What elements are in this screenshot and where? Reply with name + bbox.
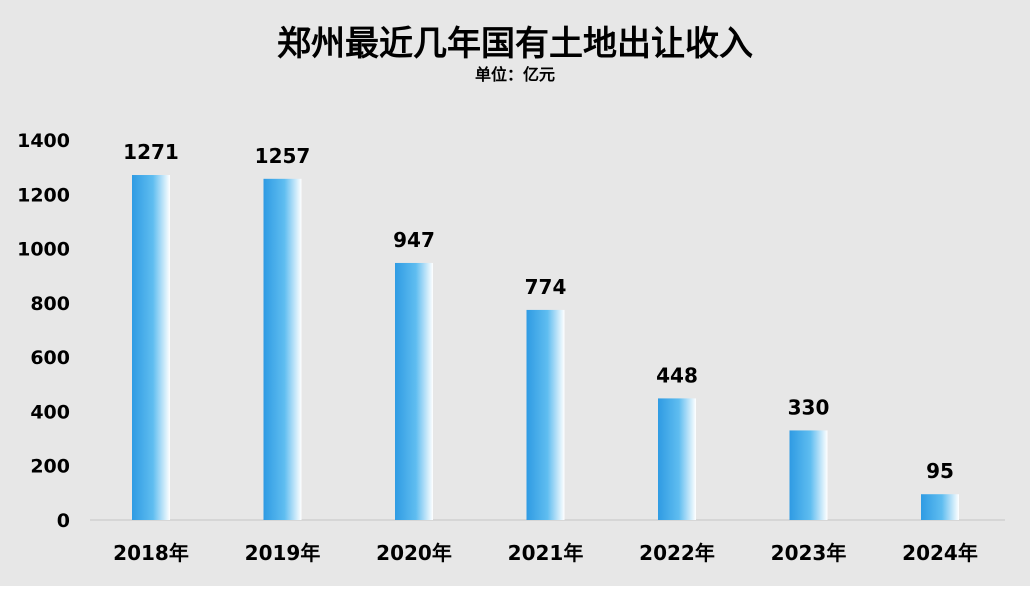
bar [132, 175, 170, 520]
y-tick-label: 1200 [17, 184, 70, 206]
bar-value-label: 947 [393, 228, 435, 252]
y-tick-label: 1000 [17, 239, 70, 261]
bar [789, 430, 828, 520]
y-tick-label: 600 [30, 347, 70, 369]
bar-value-label: 95 [926, 459, 954, 483]
bar-value-label: 1271 [123, 140, 179, 164]
bar-value-label: 1257 [255, 144, 311, 168]
bar [526, 309, 565, 520]
bar [263, 178, 302, 521]
y-tick-label: 200 [30, 456, 70, 478]
bar [921, 494, 959, 520]
x-axis-categories: 2018年 2019年 2020年 2021年 2022年 2023年 2024年 [113, 541, 978, 565]
bars [132, 175, 959, 521]
bar [658, 398, 696, 520]
data-labels: 1271 1257 947 774 448 330 95 [123, 140, 954, 483]
y-axis-ticks: 0 200 400 600 800 1000 1200 1400 [17, 130, 70, 532]
bar-value-label: 330 [788, 395, 830, 419]
y-tick-label: 400 [30, 401, 70, 423]
x-category-label: 2022年 [639, 541, 715, 565]
x-category-label: 2024年 [902, 541, 978, 565]
y-tick-label: 800 [30, 293, 70, 315]
x-category-label: 2018年 [113, 541, 189, 565]
chart-title: 郑州最近几年国有土地出让收入 [277, 24, 753, 64]
x-category-label: 2020年 [376, 541, 452, 565]
x-category-label: 2019年 [245, 541, 321, 565]
bar-value-label: 448 [656, 363, 698, 387]
x-category-label: 2021年 [508, 541, 584, 565]
y-tick-label: 1400 [17, 130, 70, 152]
x-category-label: 2023年 [771, 541, 847, 565]
bar-value-label: 774 [525, 275, 567, 299]
chart-subtitle: 单位：亿元 [475, 65, 555, 84]
y-tick-label: 0 [57, 510, 70, 532]
bar [395, 262, 433, 520]
